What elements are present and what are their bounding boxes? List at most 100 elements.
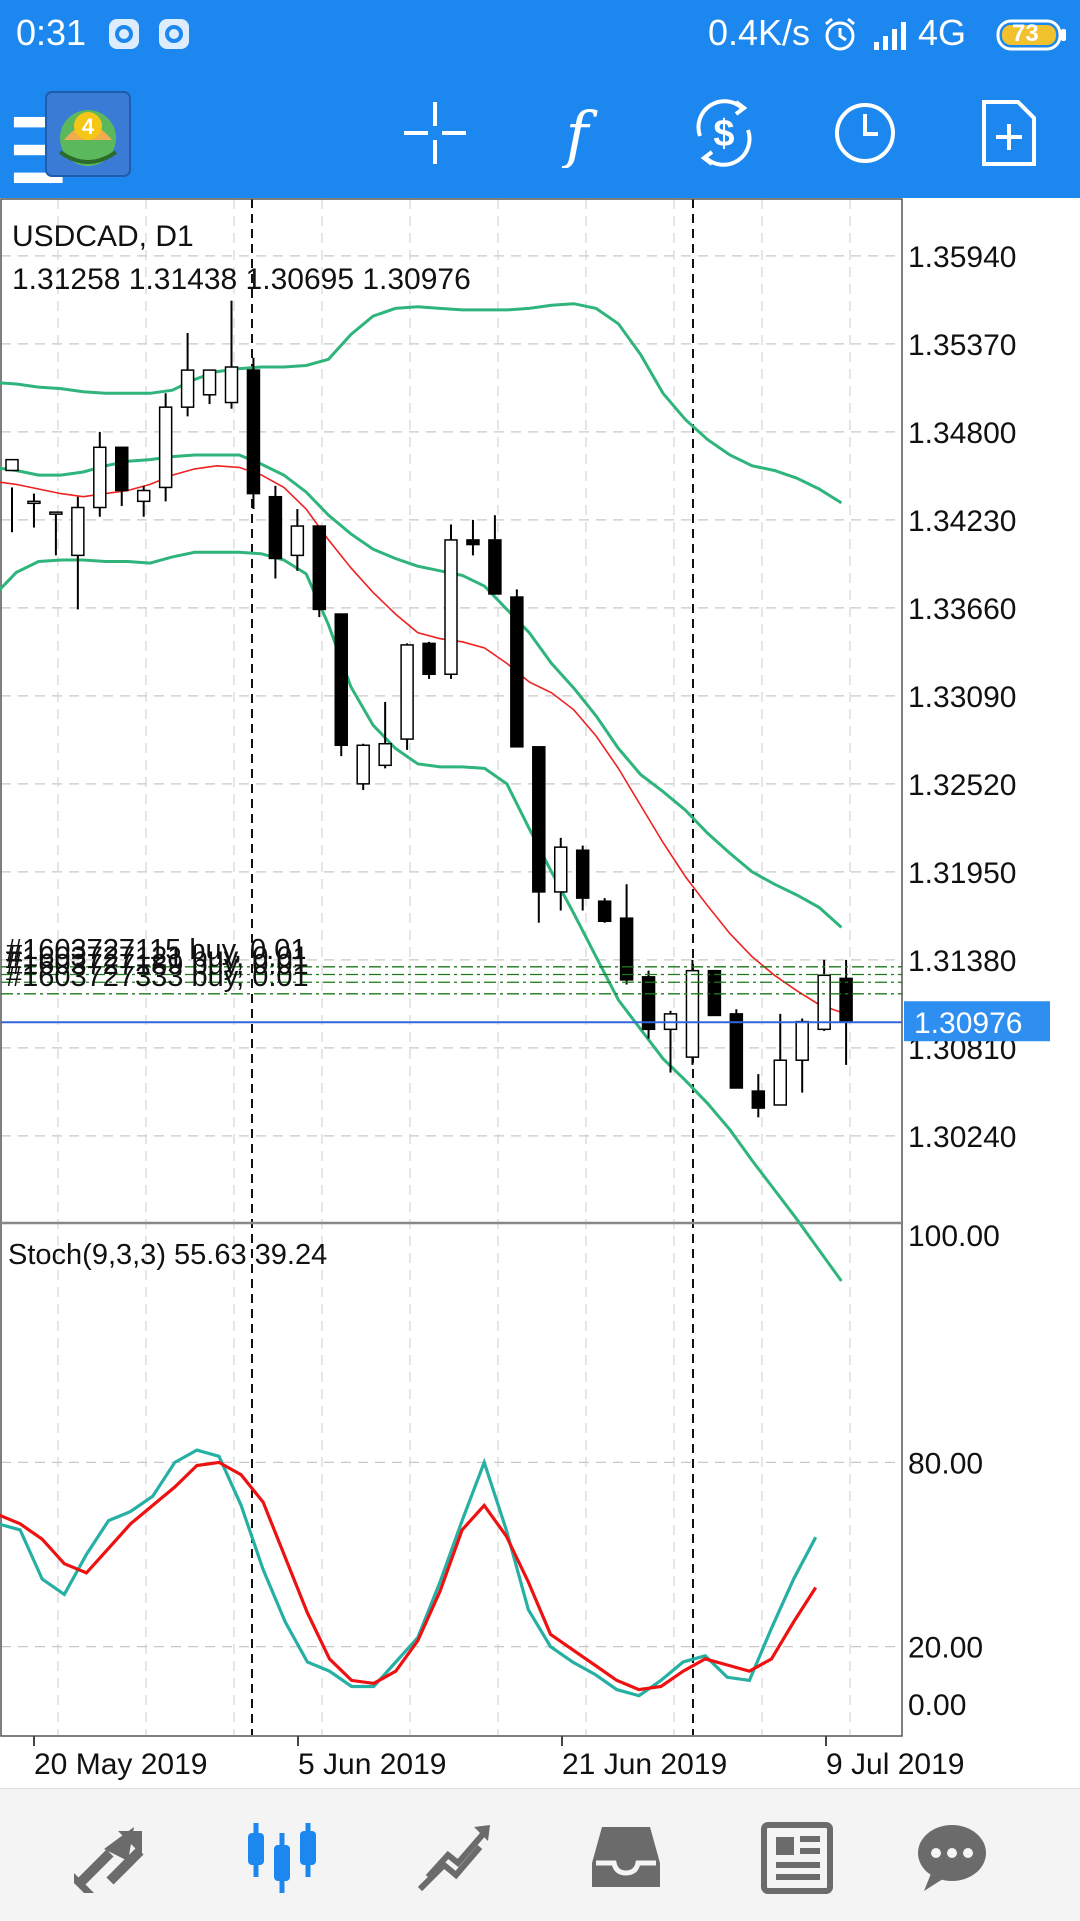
candle xyxy=(619,884,634,985)
bull-candle-body xyxy=(400,644,414,740)
quotes-icon[interactable] xyxy=(70,1817,150,1897)
candle xyxy=(795,1018,809,1093)
bull-candle-body xyxy=(224,366,239,404)
svg-text:f: f xyxy=(562,98,599,168)
network-type: 4G xyxy=(918,12,967,53)
candle xyxy=(27,493,41,528)
symbol-icon[interactable]: $ xyxy=(686,96,762,170)
bear-candle-body xyxy=(839,977,853,1023)
ohlc-label: 1.31258 1.31438 1.30695 1.30976 xyxy=(12,263,471,296)
candle xyxy=(422,641,436,679)
moving-average-line xyxy=(0,464,842,1014)
candle xyxy=(817,959,831,1031)
candle xyxy=(93,431,107,517)
mt4-logo[interactable]: 4 xyxy=(44,90,132,178)
lower-band-line xyxy=(0,550,843,1282)
candle xyxy=(685,959,700,1065)
date-label: 5 Jun 2019 xyxy=(298,1748,446,1781)
candle xyxy=(466,519,480,556)
bollinger-bands xyxy=(0,302,843,1282)
bull-candle-body xyxy=(158,406,173,489)
price-tick-label: 1.34230 xyxy=(908,505,1016,538)
candle xyxy=(356,743,370,791)
bull-candle-body xyxy=(685,969,700,1058)
notification-app-icon xyxy=(109,19,139,49)
candle xyxy=(246,357,261,510)
signal-icon xyxy=(874,22,906,50)
bear-candle-body xyxy=(597,900,612,923)
candle xyxy=(444,524,458,679)
stoch-tick-label: 100.00 xyxy=(908,1220,1000,1253)
crosshair-icon[interactable] xyxy=(402,100,468,166)
bull-candle-body xyxy=(27,500,41,505)
middle-band-line xyxy=(0,453,843,929)
new-order-icon[interactable] xyxy=(980,98,1038,168)
candle xyxy=(575,845,590,911)
bear-candle-body xyxy=(510,596,524,748)
price-tick-label: 1.31380 xyxy=(908,945,1016,978)
bull-candle-body xyxy=(773,1059,787,1106)
order-label: #1603727189 buy, 0.01 xyxy=(6,949,309,981)
current-price-label: 1.30976 xyxy=(914,1007,1022,1040)
price-chart[interactable]: #1603727115 buy, 0.01#1603727121 buy, 0.… xyxy=(0,198,1080,1788)
bull-candle-body xyxy=(136,489,151,503)
bear-candle-body xyxy=(246,369,261,495)
date-label: 21 Jun 2019 xyxy=(562,1748,727,1781)
candle xyxy=(202,369,217,405)
candle xyxy=(180,333,195,417)
news-icon[interactable] xyxy=(758,1817,838,1897)
upper-band-line xyxy=(0,302,843,505)
bear-candle-body xyxy=(466,539,480,546)
network-speed: 0.4K/s xyxy=(708,12,811,53)
stoch-tick-label: 0.00 xyxy=(908,1689,966,1722)
price-tick-label: 1.33660 xyxy=(908,593,1016,626)
candle xyxy=(334,613,348,757)
candle xyxy=(136,485,151,517)
candle xyxy=(49,511,63,556)
chart-tab-icon[interactable] xyxy=(242,1817,322,1897)
bear-candle-body xyxy=(641,976,656,1031)
candle xyxy=(707,969,722,1017)
stochastic-label: Stoch(9,3,3) 55.63 39.24 xyxy=(8,1239,327,1271)
stoch-main-line xyxy=(0,1448,818,1698)
status-time: 0:31 xyxy=(16,12,87,53)
bear-candle-body xyxy=(422,642,436,675)
candle xyxy=(378,702,392,769)
price-axis: 1.35940 1.35370 1.34800 1.34230 1.33660 1.330… xyxy=(33,241,1050,1781)
timeframe-icon[interactable] xyxy=(832,100,898,166)
candle xyxy=(488,515,502,595)
current-price-badge xyxy=(904,1001,1050,1042)
indicators-icon[interactable]: f xyxy=(552,98,602,168)
battery-level: 73 xyxy=(1012,20,1039,47)
candle xyxy=(400,643,414,750)
notification-app-icon xyxy=(159,19,189,49)
bear-candle-body xyxy=(268,495,283,560)
date-label: 20 May 2019 xyxy=(34,1748,207,1781)
candle xyxy=(729,1009,744,1089)
bear-candle-body xyxy=(532,746,546,893)
price-tick-label: 1.33090 xyxy=(908,681,1016,714)
toolbar xyxy=(0,70,1080,198)
bull-candle-body xyxy=(795,1020,809,1061)
bear-candle-body xyxy=(707,969,722,1017)
bear-candle-body xyxy=(729,1013,744,1089)
history-icon[interactable] xyxy=(586,1817,666,1897)
bear-candle-body xyxy=(312,525,327,611)
svg-text:$: $ xyxy=(713,113,734,155)
price-tick-label: 1.34800 xyxy=(908,417,1016,450)
stoch-tick-label: 80.00 xyxy=(908,1447,983,1480)
bear-candle-body xyxy=(115,446,129,492)
bear-candle-body xyxy=(751,1090,766,1109)
bull-candle-body xyxy=(290,525,305,557)
candle xyxy=(554,837,568,911)
candle xyxy=(71,496,85,610)
bull-candle-body xyxy=(93,446,107,509)
menu-icon[interactable] xyxy=(0,110,80,190)
candle xyxy=(751,1074,766,1118)
candle xyxy=(312,525,327,618)
status-bar: 0:31 0.4K/s 4G 73 xyxy=(0,0,1080,70)
candles xyxy=(5,300,853,1118)
bull-candle-body xyxy=(202,369,217,396)
chat-icon[interactable] xyxy=(912,1817,992,1897)
trade-icon[interactable] xyxy=(414,1817,494,1897)
